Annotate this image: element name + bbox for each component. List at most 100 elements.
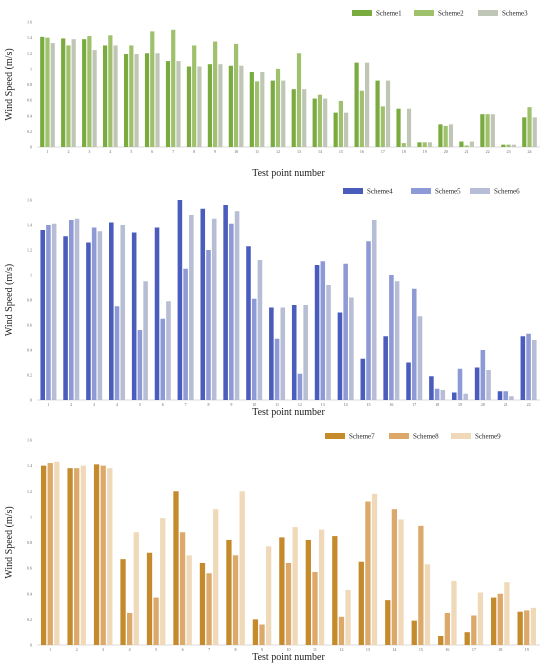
bar-scheme4 bbox=[109, 222, 114, 400]
y-tick-label: 0 bbox=[30, 643, 32, 648]
bar-scheme4 bbox=[200, 208, 206, 400]
bar-scheme7 bbox=[491, 597, 497, 645]
bar-scheme5 bbox=[91, 227, 97, 400]
legend-swatch-scheme1 bbox=[352, 10, 372, 16]
x-tick-label: 6 bbox=[182, 647, 184, 652]
bar-scheme8 bbox=[259, 624, 265, 645]
bar-scheme1 bbox=[312, 98, 317, 147]
bar-scheme5 bbox=[320, 261, 326, 400]
bar-scheme9 bbox=[477, 592, 484, 645]
x-tick-label: 12 bbox=[276, 149, 280, 154]
y-tick-label: 0.2 bbox=[27, 373, 32, 378]
bar-scheme3 bbox=[239, 65, 244, 147]
bar-scheme6 bbox=[486, 370, 491, 400]
y-tick-label: 0 bbox=[30, 398, 32, 403]
x-tick-label: 5 bbox=[130, 149, 132, 154]
x-tick-label: 13 bbox=[366, 647, 370, 652]
bar-scheme5 bbox=[297, 373, 303, 400]
bar-scheme6 bbox=[97, 231, 103, 400]
bar-scheme9 bbox=[451, 580, 457, 645]
bar-scheme2 bbox=[192, 45, 197, 147]
bar-scheme9 bbox=[54, 461, 60, 645]
legend-label-scheme5: Scheme5 bbox=[435, 188, 461, 196]
bar-scheme5 bbox=[503, 391, 508, 400]
x-tick-label: 16 bbox=[445, 647, 449, 652]
bar-scheme1 bbox=[270, 80, 275, 147]
bar-scheme4 bbox=[429, 376, 434, 400]
bar-scheme8 bbox=[497, 593, 503, 645]
bar-scheme1 bbox=[501, 144, 506, 147]
bar-scheme4 bbox=[474, 367, 480, 400]
bar-scheme2 bbox=[359, 90, 364, 147]
bar-scheme2 bbox=[150, 31, 155, 147]
x-tick-label: 8 bbox=[193, 149, 195, 154]
bar-scheme3 bbox=[92, 50, 97, 147]
x-tick-label: 11 bbox=[255, 149, 259, 154]
y-tick-label: 1 bbox=[30, 273, 32, 278]
bar-scheme6 bbox=[74, 218, 80, 400]
bar-scheme7 bbox=[146, 552, 153, 645]
x-tick-label: 10 bbox=[252, 402, 256, 407]
bar-scheme3 bbox=[134, 54, 139, 147]
bar-scheme8 bbox=[312, 571, 318, 645]
y-axis-label: Wind Speed (m/s) bbox=[4, 48, 15, 120]
x-tick-label: 3 bbox=[93, 402, 95, 407]
bar-scheme5 bbox=[274, 338, 280, 400]
y-tick-label: 0 bbox=[30, 145, 32, 150]
bar-scheme7 bbox=[40, 465, 47, 645]
x-tick-label: 18 bbox=[435, 402, 439, 407]
bar-scheme8 bbox=[391, 509, 398, 645]
legend-label-scheme6: Scheme6 bbox=[494, 188, 520, 196]
x-tick-label: 22 bbox=[527, 402, 531, 407]
bar-scheme9 bbox=[424, 564, 431, 645]
bar-scheme9 bbox=[213, 509, 219, 645]
bar-scheme2 bbox=[443, 125, 448, 147]
x-tick-label: 4 bbox=[116, 402, 118, 407]
bar-scheme4 bbox=[451, 392, 457, 400]
x-tick-label: 7 bbox=[185, 402, 187, 407]
legend-label-scheme8: Scheme8 bbox=[413, 433, 439, 441]
bar-scheme8 bbox=[206, 573, 212, 645]
bar-scheme6 bbox=[394, 281, 400, 400]
bar-scheme6 bbox=[211, 218, 217, 400]
x-tick-label: 20 bbox=[481, 402, 485, 407]
bar-scheme8 bbox=[444, 612, 450, 645]
x-tick-label: 18 bbox=[498, 647, 502, 652]
bar-scheme6 bbox=[509, 396, 514, 400]
bar-scheme1 bbox=[123, 54, 129, 147]
bar-scheme3 bbox=[364, 62, 370, 147]
legend-swatch-scheme7 bbox=[325, 433, 345, 439]
x-axis-label: Test point number bbox=[252, 168, 325, 179]
x-tick-label: 20 bbox=[444, 149, 448, 154]
bar-scheme9 bbox=[318, 529, 325, 645]
bar-scheme8 bbox=[285, 563, 292, 645]
bar-scheme9 bbox=[530, 607, 537, 645]
bar-scheme5 bbox=[343, 263, 348, 400]
bar-scheme1 bbox=[40, 36, 45, 147]
bar-scheme4 bbox=[86, 242, 91, 400]
bar-scheme2 bbox=[213, 41, 218, 147]
bar-scheme4 bbox=[223, 205, 228, 400]
bar-scheme9 bbox=[371, 493, 378, 645]
bar-scheme1 bbox=[417, 142, 422, 147]
bar-scheme2 bbox=[87, 36, 92, 147]
bar-scheme7 bbox=[252, 619, 259, 645]
x-tick-label: 23 bbox=[507, 149, 511, 154]
bar-scheme1 bbox=[144, 53, 150, 147]
x-tick-label: 13 bbox=[321, 402, 325, 407]
bar-scheme3 bbox=[323, 98, 328, 147]
legend-swatch-scheme4 bbox=[343, 188, 363, 194]
bar-scheme8 bbox=[100, 465, 106, 645]
bar-scheme6 bbox=[463, 393, 468, 400]
x-tick-label: 11 bbox=[313, 647, 317, 652]
x-tick-label: 9 bbox=[261, 647, 263, 652]
x-tick-label: 16 bbox=[389, 402, 393, 407]
bar-scheme8 bbox=[179, 532, 186, 645]
bar-scheme2 bbox=[45, 37, 50, 147]
x-tick-label: 5 bbox=[155, 647, 157, 652]
y-tick-label: 1.6 bbox=[27, 198, 32, 203]
bar-scheme7 bbox=[464, 632, 470, 645]
y-tick-label: 0.2 bbox=[27, 129, 32, 134]
bar-scheme4 bbox=[40, 230, 46, 400]
x-tick-label: 13 bbox=[297, 149, 301, 154]
